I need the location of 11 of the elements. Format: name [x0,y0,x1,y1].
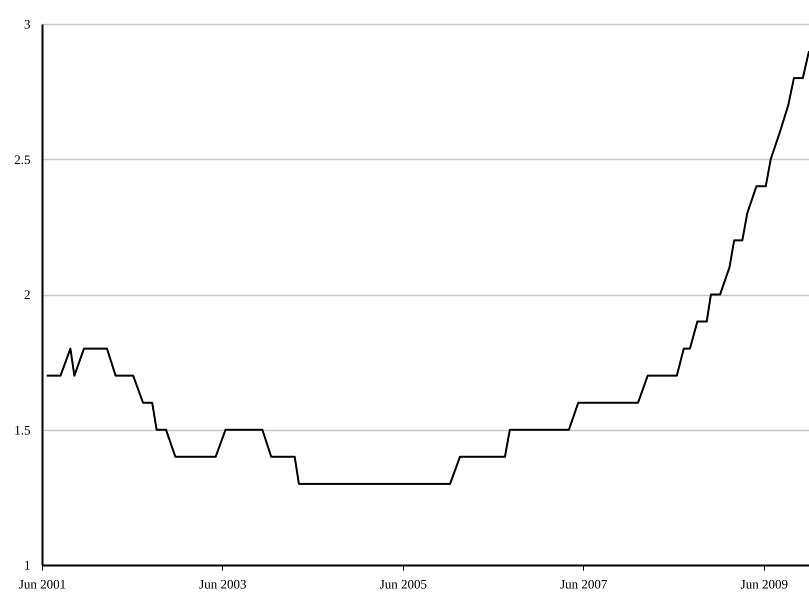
y-tick-label: 3 [24,16,30,32]
y-tick-label: 1.5 [14,422,30,438]
y-tick-label: 2.5 [14,152,30,167]
y-tick-label: 2 [24,287,30,302]
x-tick-label: Jun 2009 [740,576,788,592]
x-tick-label: Jun 2003 [199,576,246,592]
x-tick-label: Jun 2007 [560,576,608,592]
x-tick-label: Jun 2005 [380,576,428,592]
y-tick-label: 1 [24,558,30,572]
line-series [46,50,809,485]
x-tick-label: Jun 2001 [18,576,66,592]
